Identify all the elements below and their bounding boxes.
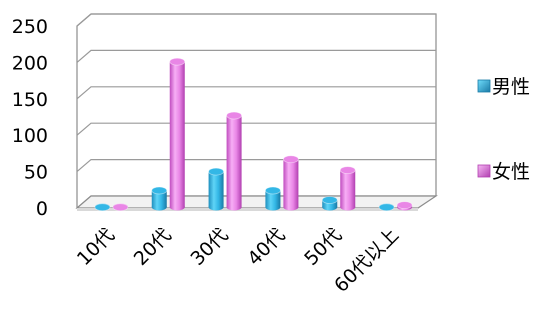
x-tick-label: 50代	[300, 224, 346, 270]
y-tick-label: 0	[36, 198, 48, 220]
bar-top	[209, 168, 224, 175]
bar-base	[340, 204, 355, 211]
x-tick-label: 30代	[187, 224, 233, 270]
bar	[113, 204, 128, 211]
gridlines	[77, 14, 436, 208]
bar	[340, 167, 355, 211]
y-tick-label: 200	[12, 52, 48, 74]
bar	[397, 202, 412, 211]
y-tick-label: 50	[24, 162, 48, 184]
gridline	[77, 50, 436, 62]
x-tick-label: 20代	[130, 224, 176, 270]
bar	[152, 187, 167, 210]
bar-base	[322, 204, 337, 211]
bar	[209, 168, 224, 210]
bars	[95, 58, 412, 211]
bar-top	[113, 204, 128, 211]
bar	[322, 196, 337, 210]
floor-edge	[77, 208, 418, 211]
bar	[95, 204, 110, 211]
bar-top	[95, 204, 110, 211]
chart-frame	[77, 14, 436, 208]
y-tick-label: 150	[12, 89, 48, 111]
bar-top	[340, 167, 355, 174]
y-axis-ticks: 0 50 100 150 200 250	[12, 16, 48, 220]
bar-body	[283, 159, 298, 207]
bar	[227, 112, 242, 210]
y-tick-label: 100	[12, 125, 48, 147]
bar-base	[227, 204, 242, 211]
x-tick-label: 40代	[243, 224, 289, 270]
bar-body	[340, 170, 355, 207]
bar-body	[170, 62, 185, 207]
bar-top	[265, 187, 280, 194]
legend-label: 女性	[492, 161, 530, 183]
bar-top	[283, 156, 298, 163]
bar-top	[397, 202, 412, 209]
back-wall-edge	[91, 14, 436, 196]
bar-base	[152, 204, 167, 211]
bar-top	[152, 187, 167, 194]
bar-base	[265, 204, 280, 211]
bar-base	[209, 204, 224, 211]
y-tick-label: 250	[12, 16, 48, 38]
left-wall-edge	[77, 14, 91, 208]
legend-swatch	[478, 165, 490, 177]
bar	[265, 187, 280, 210]
legend-swatch	[478, 80, 490, 92]
bar	[379, 204, 394, 211]
bar-base	[283, 204, 298, 211]
legend-label: 男性	[492, 76, 530, 98]
gridline	[77, 87, 436, 99]
legend-item: 男性	[478, 76, 530, 98]
bar-top	[170, 58, 185, 65]
bar-base	[170, 204, 185, 211]
bar	[283, 156, 298, 211]
bar-top	[227, 112, 242, 119]
bar-top	[379, 204, 394, 211]
gridline	[77, 160, 436, 172]
gridline	[77, 123, 436, 135]
x-tick-label: 10代	[73, 224, 119, 270]
bar-top	[322, 196, 337, 203]
legend-item: 女性	[478, 161, 530, 183]
gridline	[77, 14, 436, 26]
bar-body	[209, 172, 224, 207]
bar-body	[227, 116, 242, 207]
bar	[170, 58, 185, 210]
